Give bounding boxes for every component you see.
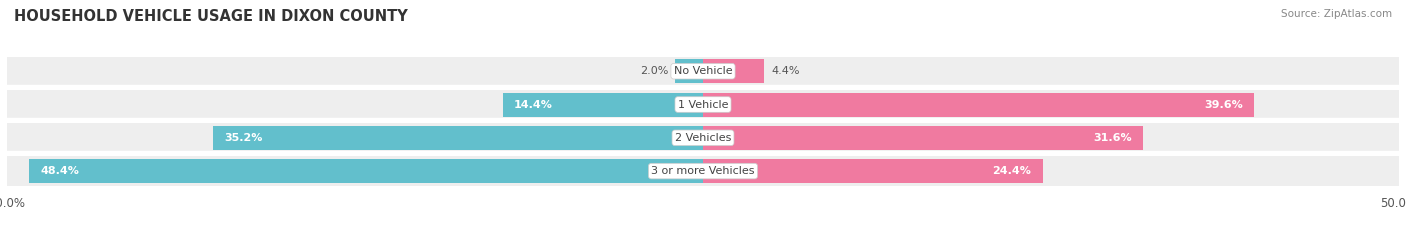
Bar bbox=[675, 59, 703, 83]
Text: 1 Vehicle: 1 Vehicle bbox=[678, 99, 728, 110]
Text: HOUSEHOLD VEHICLE USAGE IN DIXON COUNTY: HOUSEHOLD VEHICLE USAGE IN DIXON COUNTY bbox=[14, 9, 408, 24]
Bar bbox=[703, 123, 1399, 152]
Bar bbox=[30, 159, 703, 183]
Text: Source: ZipAtlas.com: Source: ZipAtlas.com bbox=[1281, 9, 1392, 19]
Bar bbox=[703, 159, 1043, 183]
Bar bbox=[7, 90, 703, 119]
Text: 48.4%: 48.4% bbox=[41, 166, 79, 176]
Text: 3 or more Vehicles: 3 or more Vehicles bbox=[651, 166, 755, 176]
Bar bbox=[703, 90, 1399, 119]
Bar bbox=[7, 156, 703, 186]
Text: 14.4%: 14.4% bbox=[513, 99, 553, 110]
Bar bbox=[7, 57, 703, 86]
Text: 31.6%: 31.6% bbox=[1092, 133, 1132, 143]
Text: 39.6%: 39.6% bbox=[1205, 99, 1243, 110]
Bar bbox=[703, 93, 1254, 116]
Bar bbox=[703, 126, 1143, 150]
Bar bbox=[703, 156, 1399, 186]
Text: 2.0%: 2.0% bbox=[640, 66, 668, 76]
Bar bbox=[502, 93, 703, 116]
Bar bbox=[214, 126, 703, 150]
Bar bbox=[703, 57, 1399, 86]
Text: No Vehicle: No Vehicle bbox=[673, 66, 733, 76]
Bar bbox=[703, 59, 765, 83]
Text: 2 Vehicles: 2 Vehicles bbox=[675, 133, 731, 143]
Text: 35.2%: 35.2% bbox=[224, 133, 263, 143]
Text: 4.4%: 4.4% bbox=[772, 66, 800, 76]
Bar bbox=[7, 123, 703, 152]
Text: 24.4%: 24.4% bbox=[993, 166, 1032, 176]
